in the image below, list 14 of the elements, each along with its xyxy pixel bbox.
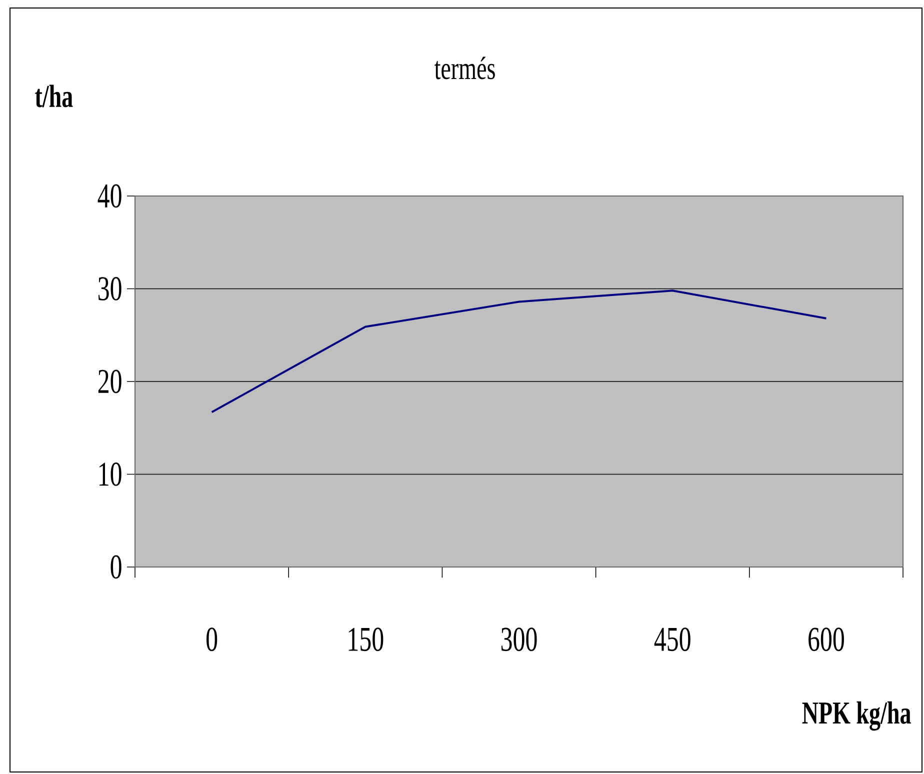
y-tick-label: 30 [98, 277, 122, 300]
x-axis-title: NPK kg/ha [802, 701, 911, 731]
x-tick-label: 300 [501, 628, 537, 652]
line-series [210, 290, 828, 414]
y-tick-label: 0 [110, 555, 122, 579]
y-tick-label: 40 [98, 184, 122, 208]
y-tick-label: 20 [98, 370, 122, 394]
y-tick-label: 10 [100, 462, 122, 486]
x-tick-label: 600 [808, 628, 844, 652]
chart-title: termés [434, 56, 495, 80]
x-tick-label: 150 [348, 628, 384, 652]
x-tick-label: 450 [654, 628, 690, 652]
x-tick-label: 0 [206, 628, 218, 652]
y-axis-title: t/ha [35, 84, 73, 108]
